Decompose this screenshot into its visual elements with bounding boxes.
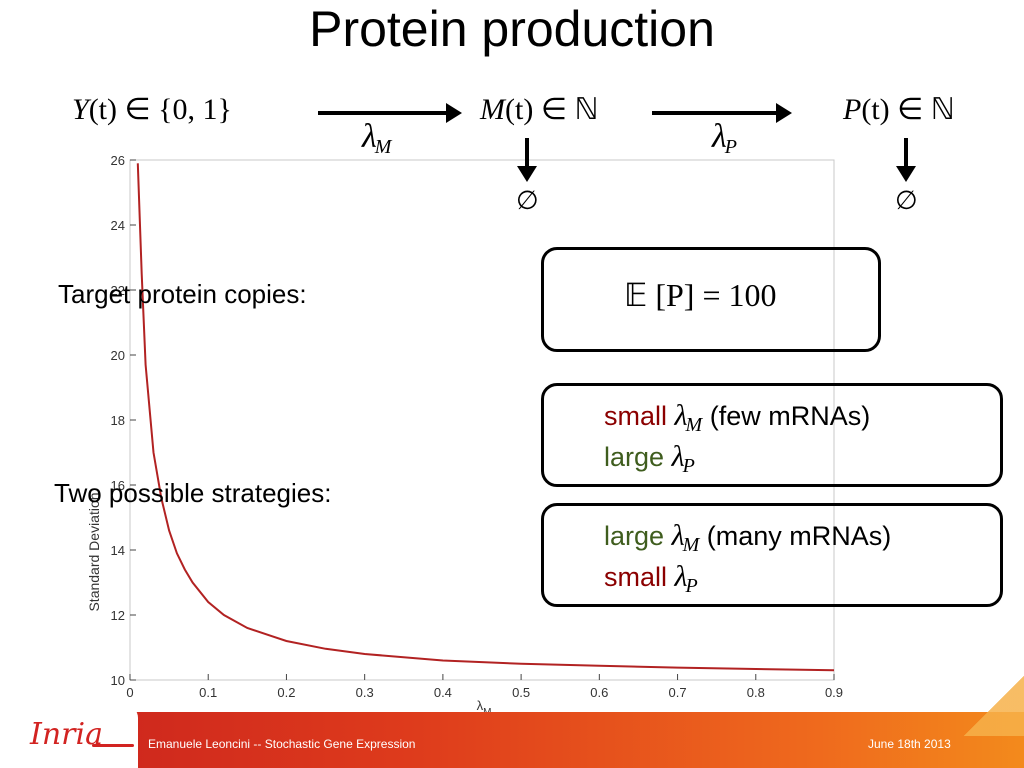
strategy-2-line-2: small λP	[604, 560, 698, 598]
footer-author: Emanuele Leoncini -- Stochastic Gene Exp…	[148, 737, 416, 751]
strategy-2-rate-1-sub: M	[682, 534, 700, 556]
strategy-1-rate-1-sub: M	[685, 414, 703, 436]
y-state-label: Y(t) ∈ {0, 1}	[72, 92, 232, 127]
logo-card	[0, 704, 138, 768]
x-tick-label: 0.4	[434, 685, 452, 700]
rate-m-symbol: λ	[362, 118, 377, 155]
strategy-1-line-1: small λM (few mRNAs)	[604, 399, 870, 437]
x-tick-label: 0.7	[669, 685, 687, 700]
rate-m-sub: M	[374, 136, 392, 158]
strategy-2-rate-1-symbol: λ	[671, 519, 685, 552]
strategy-2-line-1: large λM (many mRNAs)	[604, 519, 891, 557]
y-tick-label: 26	[111, 153, 125, 168]
y-name: Y	[72, 93, 89, 126]
axis-ticks: 0 0.1 0.2 0.3 0.4 0.5 0.6 0.7 0.8 0.9 10 12 14 16 18 20…	[111, 153, 844, 700]
series-line	[136, 163, 835, 672]
strategy-2-rate-2-symbol: λ	[674, 560, 688, 593]
protein-degradation-arrow	[896, 138, 916, 182]
plot-frame	[129, 159, 835, 681]
strategy-1-word-1: small	[604, 401, 668, 431]
strategy-1-rate-1: λM	[674, 399, 703, 436]
footer-bar	[0, 712, 1024, 768]
logo-swash	[92, 744, 134, 747]
x-tick-label: 0.9	[825, 685, 843, 700]
strategy-2-rate-2-sub: P	[685, 575, 698, 597]
strategy-1-box	[541, 383, 1003, 487]
m-name: M	[480, 93, 505, 126]
rate-p-sub: P	[724, 136, 737, 158]
m-arg: (t)	[505, 93, 534, 126]
y-tick-label: 16	[111, 478, 125, 493]
rate-p-label: λP	[712, 118, 737, 159]
strategy-1-rate-2-symbol: λ	[671, 440, 685, 473]
rate-p-symbol: λ	[712, 118, 727, 155]
footer-date: June 18th 2013	[868, 737, 951, 751]
transcription-arrow	[318, 103, 462, 123]
m-set: ℕ	[574, 93, 599, 126]
m-rel: ∈	[540, 93, 567, 126]
strategy-1-rate-2: λP	[671, 440, 695, 477]
strategy-2-rate-2: λP	[674, 560, 698, 597]
y-tick-label: 10	[111, 673, 125, 688]
y-axis-label: Standard Deviation	[86, 492, 102, 611]
strategy-2-word-1: large	[604, 521, 665, 551]
rate-m-label: λM	[362, 118, 391, 159]
expected-protein-equation: 𝔼 [P] = 100	[624, 277, 777, 313]
y-rel: ∈	[124, 93, 151, 126]
strategy-2-box	[541, 503, 1003, 607]
x-tick-label: 0.5	[512, 685, 530, 700]
strategy-1-word-2: large	[604, 442, 665, 472]
y-tick-label: 24	[111, 218, 125, 233]
x-tick-label: 0.8	[747, 685, 765, 700]
y-tick-label: 20	[111, 348, 125, 363]
protein-empty-set-symbol: ∅	[895, 186, 918, 216]
strategy-2-note: (many mRNAs)	[706, 521, 892, 551]
y-tick-label: 18	[111, 413, 125, 428]
strategy-1-rate-1-symbol: λ	[674, 399, 688, 432]
strategy-2-word-2: small	[604, 562, 668, 592]
x-tick-label: 0.6	[590, 685, 608, 700]
m-state-label: M(t) ∈ ℕ	[480, 92, 599, 127]
mrna-degradation-arrow	[517, 138, 537, 182]
mrna-empty-set-symbol: ∅	[516, 186, 539, 216]
p-rel: ∈	[897, 93, 924, 126]
p-name: P	[843, 93, 862, 126]
std-dev-chart: 0 0.1 0.2 0.3 0.4 0.5 0.6 0.7 0.8 0.9 10 12 14 16 18 20…	[86, 153, 844, 718]
x-tick-label: 0	[126, 685, 133, 700]
p-state-label: P(t) ∈ ℕ	[843, 92, 955, 127]
slide-title: Protein production	[309, 1, 715, 57]
y-tick-label: 14	[111, 543, 125, 558]
target-label: Target protein copies:	[58, 279, 307, 309]
strategies-label: Two possible strategies:	[54, 478, 332, 508]
y-tick-label: 22	[111, 283, 125, 298]
y-tick-label: 12	[111, 608, 125, 623]
y-arg: (t)	[88, 93, 118, 126]
strategy-1-note: (few mRNAs)	[709, 401, 871, 431]
strategy-2-rate-1: λM	[671, 519, 700, 556]
x-tick-label: 0.2	[277, 685, 295, 700]
p-set: ℕ	[930, 93, 955, 126]
strategy-1-rate-2-sub: P	[682, 455, 695, 477]
translation-arrow	[652, 103, 792, 123]
x-tick-label: 0.3	[356, 685, 374, 700]
x-tick-label: 0.1	[199, 685, 217, 700]
target-box	[541, 247, 881, 352]
footer-swoosh	[964, 676, 1024, 736]
y-set: {0, 1}	[158, 93, 232, 126]
inria-logo: Inria	[30, 717, 103, 752]
p-arg: (t)	[861, 93, 890, 126]
strategy-1-line-2: large λP	[604, 440, 695, 478]
